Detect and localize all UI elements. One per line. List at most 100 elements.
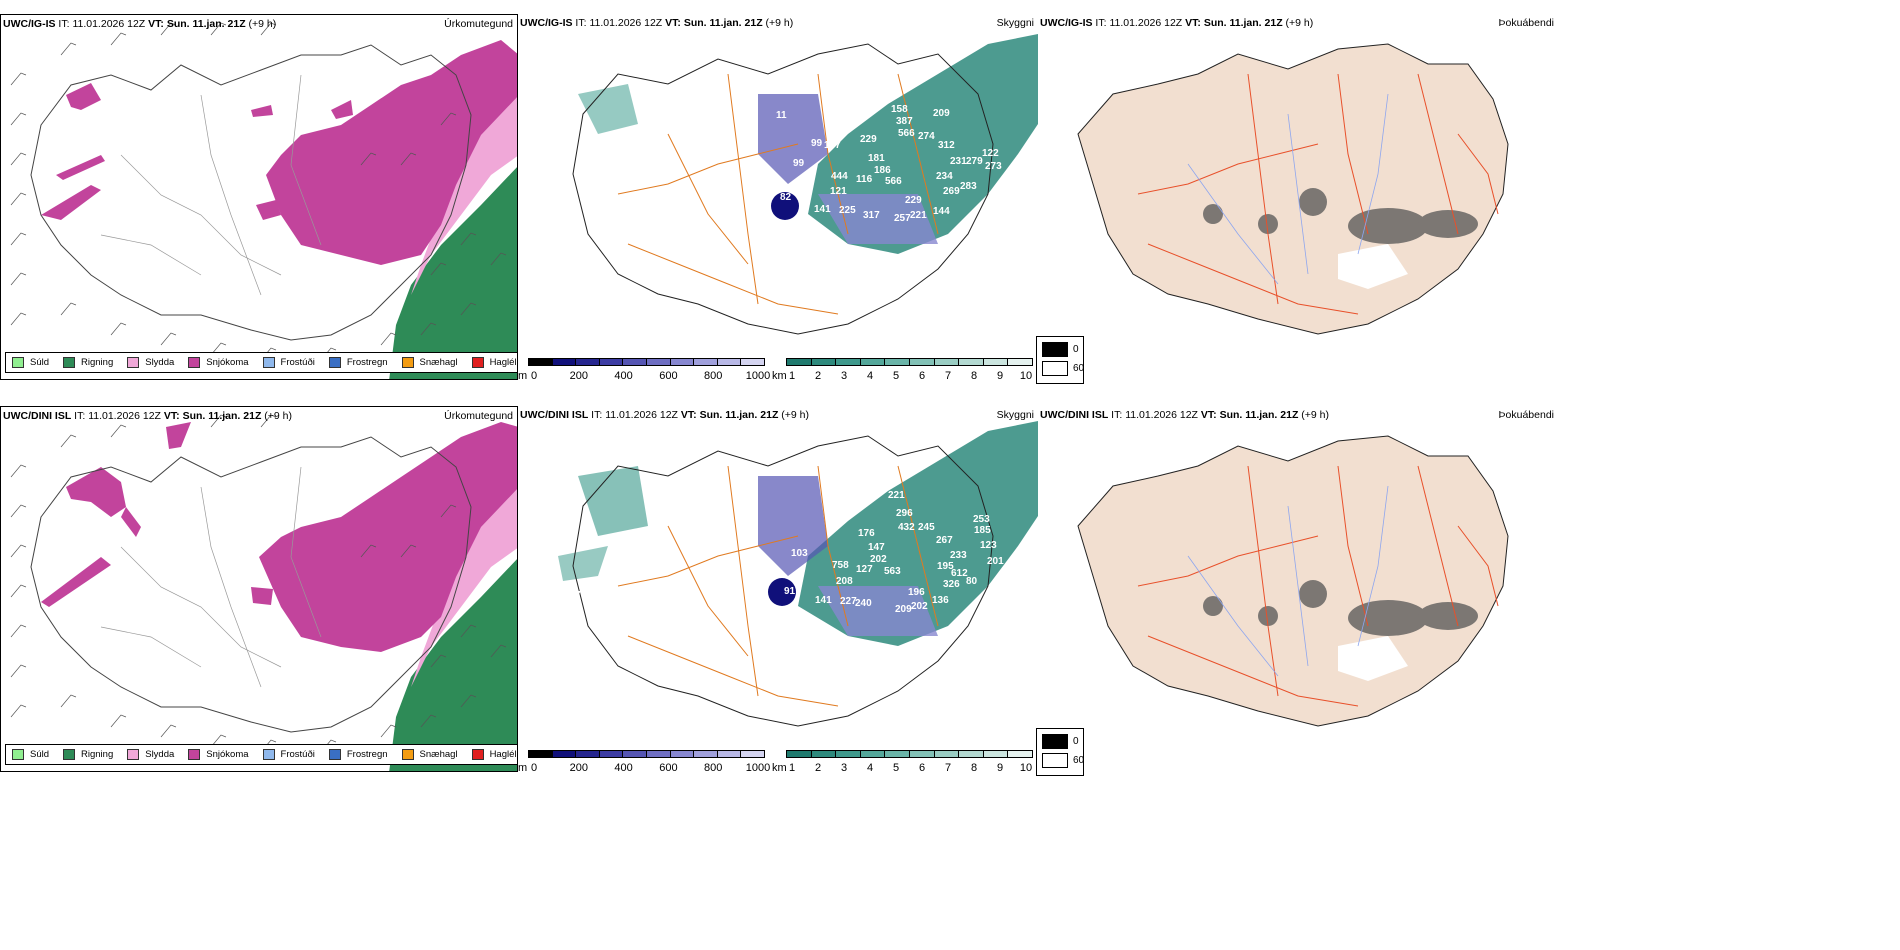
svg-text:147: 147 (868, 542, 885, 553)
colorbar-segment (740, 750, 765, 758)
fog-legend-row2: 0 60 (1036, 728, 1084, 776)
colorbar-segment (740, 358, 765, 366)
iceland-cloud-map: 11 99 147 99 28 158 387 566 274 209 229 … (572, 34, 1038, 335)
legend-item-freezing-rain: Frostregn (328, 749, 388, 760)
svg-text:296: 296 (896, 508, 913, 519)
svg-text:186: 186 (874, 165, 891, 176)
colorbar-unit: km (772, 762, 787, 774)
legend-item-rain: Rigning (63, 357, 113, 368)
fog-label-0: 0 (1073, 344, 1079, 355)
colorbar-segment (909, 750, 935, 758)
iceland-cloud-map: 176 147 202 563 758 127 208 91 141 227 2… (558, 421, 1038, 727)
iceland-fog-map (1077, 43, 1509, 335)
colorbar-tick-label: 3 (840, 762, 848, 774)
panel-title: Skyggni (996, 409, 1034, 421)
panel-title: Úrkomutegund (444, 410, 513, 422)
swatch (262, 357, 275, 368)
svg-text:11: 11 (776, 110, 787, 121)
colorbar-segment (693, 750, 718, 758)
legend-item-hail: Haglél (471, 749, 517, 760)
svg-text:444: 444 (831, 171, 848, 182)
svg-text:227: 227 (840, 596, 857, 607)
panel-title: Þokuábendi (1498, 17, 1554, 29)
colorbar-segment (622, 358, 647, 366)
colorbar-segment (835, 750, 861, 758)
svg-text:387: 387 (896, 116, 913, 127)
svg-text:121: 121 (830, 186, 847, 197)
svg-text:116: 116 (856, 174, 873, 185)
cloud-base-panel-row2: 176 147 202 563 758 127 208 91 141 227 2… (518, 406, 1038, 772)
colorbar-segment (528, 358, 553, 366)
colorbar-tick-label: 5 (892, 370, 900, 382)
colorbar-segment (810, 358, 837, 366)
colorbar-segment (884, 358, 910, 366)
svg-text:185: 185 (974, 525, 991, 536)
forecast-header: UWC/DINI ISL IT: 11.01.2026 12Z VT: Sun.… (1040, 409, 1330, 421)
svg-text:229: 229 (905, 195, 922, 206)
svg-text:181: 181 (868, 153, 885, 164)
iceland-precip-map (1, 15, 517, 379)
svg-text:141: 141 (815, 595, 832, 606)
legend-item-sleet: Slydda (127, 357, 174, 368)
svg-text:82: 82 (780, 192, 792, 203)
colorbar-tick-label: 10 (1019, 370, 1033, 382)
colorbar-segment (909, 358, 935, 366)
svg-text:317: 317 (863, 210, 880, 221)
colorbar-segment (859, 358, 886, 366)
fog-label-60: 60 (1073, 363, 1085, 374)
forecast-header: UWC/DINI ISL IT: 11.01.2026 12Z VT: Sun.… (520, 409, 810, 421)
colorbar-segment (933, 750, 960, 758)
colorbar-tick-label: 9 (996, 370, 1004, 382)
svg-text:221: 221 (888, 490, 905, 501)
colorbar-tick-label: 4 (866, 762, 874, 774)
colorbar-tick-label: 200 (569, 370, 588, 382)
svg-text:122: 122 (982, 148, 999, 159)
colorbar-segment (982, 358, 1009, 366)
colorbar-segment (884, 750, 910, 758)
legend-item-drizzle: Súld (12, 749, 49, 760)
colorbar-segment (716, 750, 742, 758)
cloud-height-colorbar-row1: m 0 200 400 600 800 1000 (518, 358, 770, 386)
colorbar-tick-label: 600 (659, 762, 678, 774)
colorbar-segment (958, 358, 984, 366)
svg-text:176: 176 (858, 528, 875, 539)
legend-item-freezing-rain: Frostregn (328, 357, 388, 368)
colorbar-segment (933, 358, 960, 366)
swatch (328, 749, 341, 760)
colorbar-tick-label: 600 (659, 370, 678, 382)
swatch (401, 749, 414, 760)
svg-text:234: 234 (936, 171, 953, 182)
legend-item-snow: Snjókoma (188, 749, 249, 760)
fog-swatch-white (1042, 753, 1068, 768)
swatch (12, 357, 24, 368)
colorbar-segment (982, 750, 1009, 758)
land-fill (1077, 43, 1509, 335)
swatch (127, 357, 140, 368)
swatch (328, 357, 341, 368)
svg-text:147: 147 (824, 140, 841, 151)
fog-label-0: 0 (1073, 736, 1079, 747)
svg-text:91: 91 (784, 586, 796, 597)
svg-text:12: 12 (724, 201, 736, 212)
colorbar-segment (551, 358, 577, 366)
visibility-colorbar-row1: km 1 2 3 4 5 6 7 8 9 10 (772, 358, 1034, 386)
colorbar-segment (622, 750, 647, 758)
svg-text:233: 233 (950, 550, 967, 561)
svg-text:196: 196 (908, 587, 925, 598)
colorbar-segment (1007, 750, 1033, 758)
svg-text:273: 273 (985, 161, 1002, 172)
colorbar-tick-label: 1 (788, 762, 796, 774)
colorbar-segment (646, 358, 671, 366)
panel-title: Úrkomutegund (444, 18, 513, 30)
colorbar-unit: m (518, 370, 528, 382)
colorbar-tick-label: 0 (530, 370, 538, 382)
colorbar-segment (551, 750, 577, 758)
fog-index-panel-row1: UWC/IG-IS IT: 11.01.2026 12Z VT: Sun. 11… (1038, 14, 1558, 380)
legend-item-snow-pellets: Snæhagl (401, 749, 458, 760)
svg-text:758: 758 (832, 560, 849, 571)
svg-text:283: 283 (960, 181, 977, 192)
fog-index-panel-row2: UWC/DINI ISL IT: 11.01.2026 12Z VT: Sun.… (1038, 406, 1558, 772)
panel-title: Þokuábendi (1498, 409, 1554, 421)
svg-text:99: 99 (793, 158, 805, 169)
svg-text:566: 566 (898, 128, 915, 139)
